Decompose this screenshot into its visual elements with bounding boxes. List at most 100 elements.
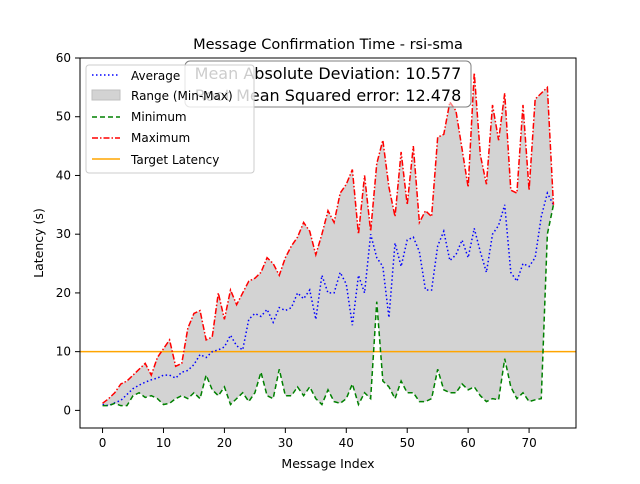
average-point [352, 325, 353, 326]
minimum-point [516, 398, 517, 399]
minimum-point [309, 386, 310, 387]
maximum-point [346, 184, 347, 185]
minimum-point [394, 398, 395, 399]
minimum-line [102, 204, 555, 407]
maximum-point [480, 154, 481, 155]
minimum-point [431, 398, 432, 399]
maximum-point [260, 272, 261, 273]
x-tick-label: 10 [156, 436, 171, 450]
maximum-point [309, 231, 310, 232]
minimum-point [151, 395, 152, 396]
x-tick-label: 20 [217, 436, 232, 450]
maximum-point [199, 310, 200, 311]
maximum-point [419, 222, 420, 223]
average-point [285, 310, 286, 311]
average-point [443, 231, 444, 232]
range-fill-area [102, 72, 554, 406]
average-point [449, 260, 450, 261]
maximum-point [401, 151, 402, 152]
maximum-point [218, 292, 219, 293]
maximum-point [516, 192, 517, 193]
average-point [315, 319, 316, 320]
maximum-point [541, 93, 542, 94]
legend-range-swatch [91, 89, 121, 101]
maximum-point [340, 192, 341, 193]
maximum-point [303, 222, 304, 223]
average-point [407, 239, 408, 240]
average-point [461, 239, 462, 240]
legend-average-label: Average [131, 69, 180, 83]
x-tick-label: 30 [278, 436, 293, 450]
average-point [212, 351, 213, 352]
average-point [370, 234, 371, 235]
minimum-point [102, 405, 103, 406]
chart-title: Message Confirmation Time - rsi-sma [193, 37, 463, 53]
minimum-point [474, 386, 475, 387]
root-mean-squared-error-text: Root Mean Squared error: 12.478 [195, 86, 462, 105]
legend-minimum-label: Minimum [131, 110, 187, 124]
maximum-point [224, 319, 225, 320]
maximum-point [425, 210, 426, 211]
maximum-point [126, 380, 127, 381]
average-point [236, 345, 237, 346]
maximum-point [431, 216, 432, 217]
minimum-point [126, 405, 127, 406]
minimum-point [419, 401, 420, 402]
average-point [169, 375, 170, 376]
average-point [273, 322, 274, 323]
minimum-point [376, 301, 377, 302]
average-point [175, 377, 176, 378]
minimum-point [480, 395, 481, 396]
minimum-point [401, 380, 402, 381]
average-point [242, 349, 243, 350]
minimum-point [352, 383, 353, 384]
minimum-point [340, 403, 341, 404]
maximum-point [528, 190, 529, 191]
minimum-point [145, 397, 146, 398]
average-point [382, 266, 383, 267]
maximum-line [102, 72, 555, 404]
minimum-point [169, 403, 170, 404]
minimum-point [388, 386, 389, 387]
average-point [193, 364, 194, 365]
maximum-point [510, 190, 511, 191]
maximum-point [333, 222, 334, 223]
legend-range-label: Range (Min-Max) [131, 89, 233, 103]
average-point [480, 251, 481, 252]
average-point [151, 379, 152, 380]
maximum-point [279, 275, 280, 276]
average-point [126, 394, 127, 395]
average-point [218, 349, 219, 350]
metrics-annotation: Mean Absolute Deviation: 10.577 Root Mea… [184, 60, 472, 108]
minimum-point [291, 395, 292, 396]
maximum-point [163, 348, 164, 349]
maximum-point [102, 403, 103, 404]
minimum-point [541, 398, 542, 399]
maximum-point [157, 357, 158, 358]
minimum-point [321, 404, 322, 405]
average-point [510, 272, 511, 273]
legend-maximum-label: Maximum [131, 131, 190, 145]
maximum-point [553, 204, 554, 205]
maximum-point [486, 184, 487, 185]
x-axis-label: Message Index [281, 456, 374, 471]
y-tick-label: 60 [56, 51, 71, 65]
average-point [455, 254, 456, 255]
x-tick-label: 50 [400, 436, 415, 450]
average-point [486, 272, 487, 273]
minimum-point [504, 358, 505, 359]
minimum-point [370, 398, 371, 399]
maximum-point [242, 292, 243, 293]
minimum-point [425, 401, 426, 402]
minimum-point [364, 392, 365, 393]
maximum-point [321, 234, 322, 235]
y-tick-label: 20 [56, 286, 71, 300]
maximum-point [139, 369, 140, 370]
maximum-point [114, 392, 115, 393]
average-point [498, 225, 499, 226]
minimum-point [437, 369, 438, 370]
minimum-point [547, 234, 548, 235]
maximum-point [535, 99, 536, 100]
minimum-point [120, 405, 121, 406]
average-point [504, 204, 505, 205]
